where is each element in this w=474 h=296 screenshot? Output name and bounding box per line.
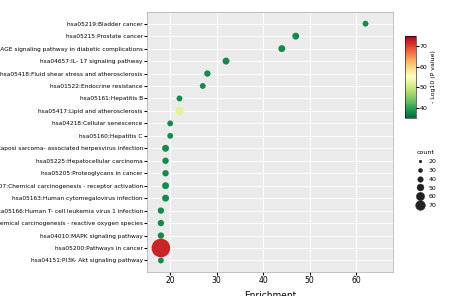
Point: [162, 196, 169, 200]
Point: [362, 21, 369, 26]
Y-axis label: - Log10 (P value): - Log10 (P value): [430, 51, 436, 103]
Point: [157, 258, 164, 263]
Point: [176, 96, 183, 101]
Legend: 20, 30, 40, 50, 60, 70: 20, 30, 40, 50, 60, 70: [414, 150, 437, 208]
Point: [204, 71, 211, 76]
Point: [166, 133, 174, 138]
Point: [199, 84, 207, 89]
Point: [176, 109, 183, 113]
X-axis label: Enrichment: Enrichment: [244, 291, 296, 296]
Point: [292, 34, 300, 38]
Point: [157, 233, 164, 238]
Point: [157, 246, 164, 250]
Point: [162, 158, 169, 163]
Point: [162, 146, 169, 151]
Point: [157, 208, 164, 213]
Point: [222, 59, 230, 63]
Point: [162, 183, 169, 188]
Point: [278, 46, 286, 51]
Point: [162, 171, 169, 176]
Point: [157, 221, 164, 226]
Point: [166, 121, 174, 126]
